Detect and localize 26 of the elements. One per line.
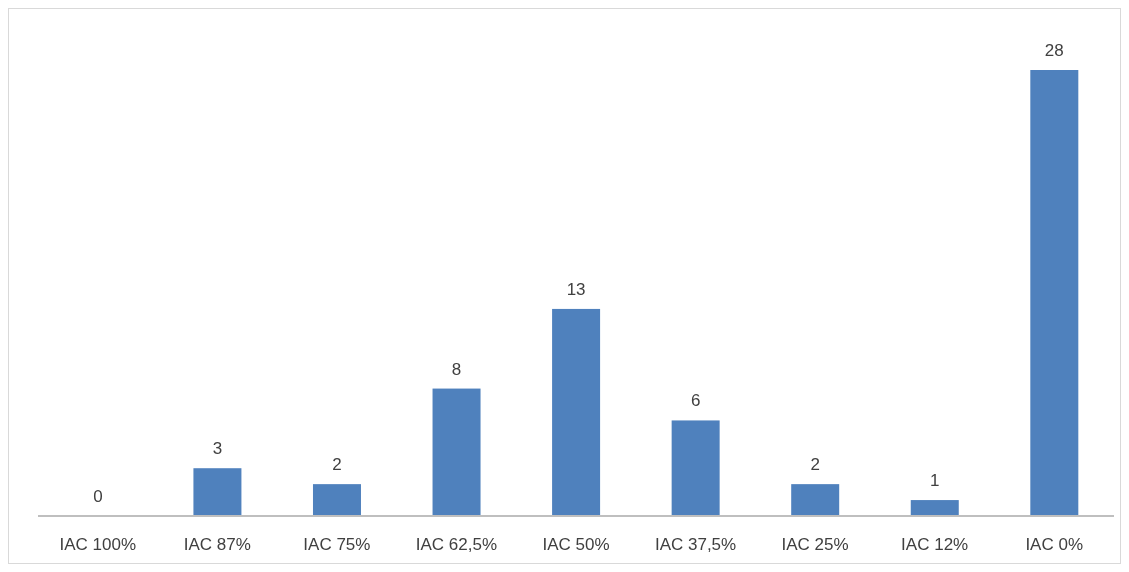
bar bbox=[791, 484, 840, 516]
x-tick-label: IAC 75% bbox=[303, 535, 371, 555]
data-label: 6 bbox=[690, 391, 701, 411]
bar bbox=[312, 484, 361, 516]
x-tick-label: IAC 100% bbox=[59, 535, 137, 555]
x-tick-label: IAC 0% bbox=[1025, 535, 1084, 555]
data-label: 2 bbox=[332, 455, 342, 475]
x-tick-label: IAC 25% bbox=[781, 535, 849, 555]
data-label: 3 bbox=[212, 439, 223, 459]
bar bbox=[1030, 70, 1079, 516]
bar bbox=[432, 388, 481, 516]
bar bbox=[671, 420, 720, 516]
x-tick-label: IAC 12% bbox=[901, 535, 969, 555]
data-label: 28 bbox=[1044, 41, 1064, 60]
x-tick-label: IAC 62,5% bbox=[415, 535, 498, 555]
data-label: 8 bbox=[451, 359, 462, 379]
bar bbox=[552, 308, 601, 516]
data-label: 0 bbox=[93, 487, 103, 506]
x-tick-label: IAC 37,5% bbox=[654, 535, 737, 555]
bar bbox=[910, 500, 959, 516]
data-label: 13 bbox=[566, 279, 586, 299]
x-tick-label: IAC 87% bbox=[183, 535, 251, 555]
x-tick-label: IAC 50% bbox=[542, 535, 610, 555]
bar bbox=[193, 468, 242, 516]
data-label: 2 bbox=[810, 455, 820, 475]
data-label: 1 bbox=[930, 471, 940, 491]
